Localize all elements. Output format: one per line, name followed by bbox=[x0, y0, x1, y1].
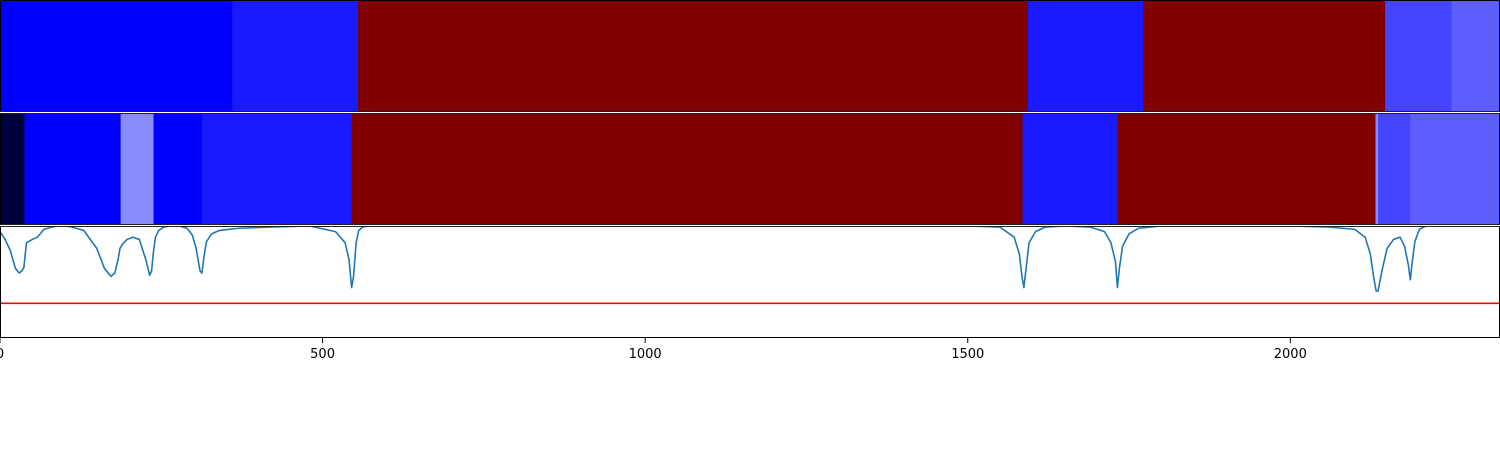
x-axis: 0 500 1000 1500 2000 bbox=[0, 338, 1307, 362]
segment-1-4 bbox=[1143, 0, 1386, 112]
segment-1-2 bbox=[358, 0, 1029, 112]
segment-2-10 bbox=[1410, 113, 1500, 225]
segment-2-8 bbox=[1375, 113, 1379, 225]
segment-1-1 bbox=[232, 0, 359, 112]
segment-2-7 bbox=[1117, 113, 1376, 225]
segment-2-9 bbox=[1378, 113, 1411, 225]
segment-1-5 bbox=[1385, 0, 1453, 112]
segment-2-1 bbox=[24, 113, 122, 225]
x-tick-label-1000: 1000 bbox=[629, 347, 662, 362]
segment-1-3 bbox=[1027, 0, 1144, 112]
panel-dividers bbox=[0, 111, 1500, 227]
segment-2-3 bbox=[153, 113, 203, 225]
x-tick-label-2000: 2000 bbox=[1274, 347, 1307, 362]
segmentation-track-2 bbox=[0, 113, 1500, 225]
segment-2-6 bbox=[1022, 113, 1118, 225]
segment-2-2 bbox=[120, 113, 155, 225]
x-tick-label-0: 0 bbox=[0, 347, 4, 362]
segmentation-track-1 bbox=[0, 0, 1500, 112]
segment-1-6 bbox=[1451, 0, 1500, 112]
segment-2-4 bbox=[201, 113, 353, 225]
segment-1-0 bbox=[0, 0, 233, 112]
x-tick-label-1500: 1500 bbox=[951, 347, 984, 362]
segment-2-5 bbox=[351, 113, 1024, 225]
score-line bbox=[0, 225, 1500, 292]
segment-2-0 bbox=[0, 113, 26, 225]
x-tick-label-500: 500 bbox=[310, 347, 335, 362]
